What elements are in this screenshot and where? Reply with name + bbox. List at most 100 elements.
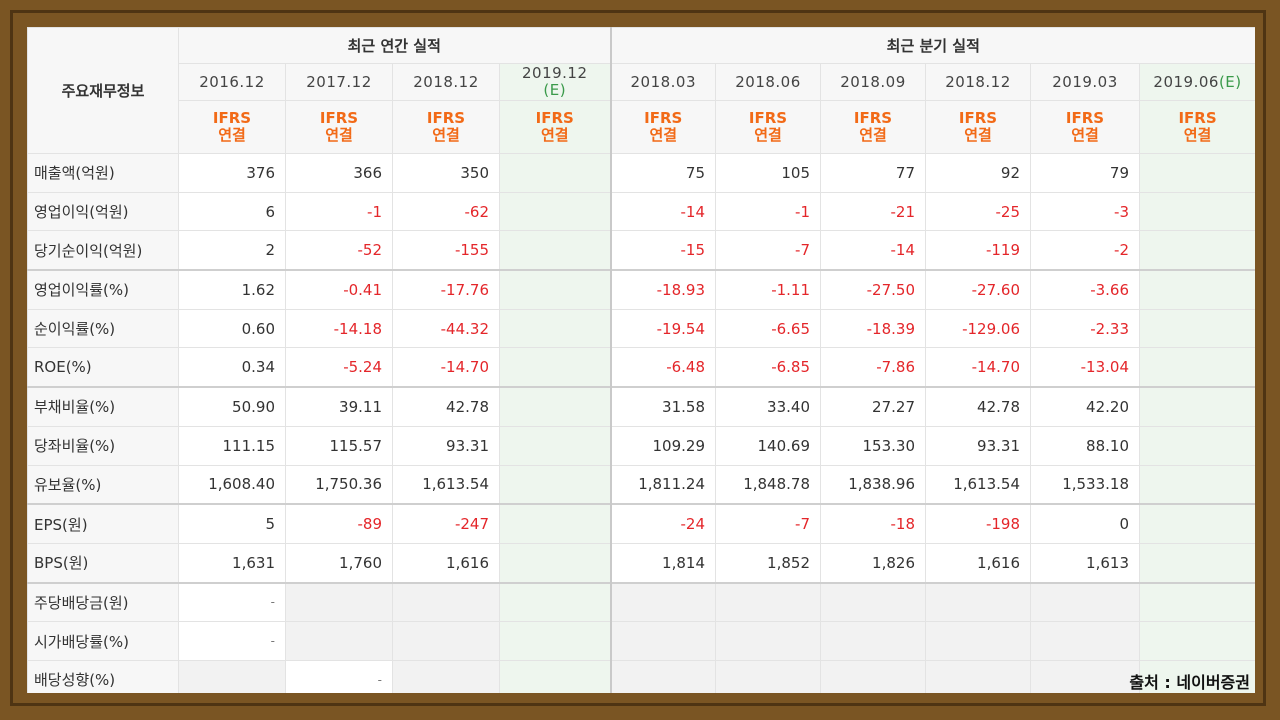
table-cell: -3.66 bbox=[1030, 269, 1140, 310]
ifrs-consolidated-label: IFRS 연결 bbox=[925, 100, 1031, 154]
period-header: 2018.03 bbox=[609, 63, 716, 101]
table-row: 매출액(억원) 376 366 350 75 105 77 92 79 bbox=[27, 153, 1255, 193]
table-cell bbox=[499, 542, 611, 584]
table-cell: -3 bbox=[1030, 191, 1140, 232]
table-cell bbox=[925, 621, 1031, 661]
ifrs-consolidated-label: IFRS 연결 bbox=[392, 100, 500, 154]
table-cell: -247 bbox=[392, 503, 500, 544]
table-cell: 33.40 bbox=[715, 386, 821, 427]
table-cell bbox=[1138, 153, 1255, 193]
table-cell: 0.34 bbox=[178, 347, 286, 388]
table-cell: -14.18 bbox=[285, 308, 393, 349]
consolidated-text: 연결 bbox=[540, 126, 569, 144]
table-cell bbox=[1138, 542, 1255, 584]
ifrs-text: IFRS bbox=[1178, 109, 1217, 127]
table-cell: 1,838.96 bbox=[820, 464, 926, 505]
period-header: 2019.12 (E) bbox=[499, 63, 611, 101]
ifrs-text: IFRS bbox=[958, 109, 998, 127]
row-label: 영업이익률(%) bbox=[27, 269, 179, 310]
table-row: 순이익률(%) 0.60 -14.18 -44.32 -19.54 -6.65 -18.39… bbox=[27, 308, 1255, 349]
period-header: 2019.03 bbox=[1030, 63, 1140, 101]
table-row: 부채비율(%) 50.90 39.11 42.78 31.58 33.40 27.27 42.… bbox=[27, 386, 1255, 427]
table-cell bbox=[499, 347, 611, 388]
table-cell: 1,631 bbox=[178, 542, 286, 584]
table-cell: 93.31 bbox=[392, 425, 500, 466]
table-cell bbox=[1138, 269, 1255, 310]
table-cell: -14.70 bbox=[925, 347, 1031, 388]
table-cell: 1.62 bbox=[178, 269, 286, 310]
table-cell bbox=[1030, 621, 1140, 661]
ifrs-consolidated-label: IFRS 연결 bbox=[1030, 100, 1140, 154]
ifrs-consolidated-label: IFRS 연결 bbox=[609, 100, 716, 154]
table-cell: -7 bbox=[715, 230, 821, 271]
table-cell: 92 bbox=[925, 153, 1031, 193]
table-cell bbox=[820, 659, 926, 693]
quarter-group-header: 최근 분기 실적 bbox=[609, 27, 1255, 64]
table-row: 주당배당금(원) - bbox=[27, 581, 1255, 623]
ifrs-text: IFRS bbox=[644, 109, 683, 127]
table-cell: 42.78 bbox=[392, 386, 500, 427]
table-cell: -1.11 bbox=[715, 269, 821, 310]
table-cell bbox=[1030, 581, 1140, 623]
table-cell: - bbox=[178, 621, 286, 661]
ifrs-text: IFRS bbox=[426, 109, 466, 127]
table-cell: -21 bbox=[820, 191, 926, 232]
row-label: 당기순이익(억원) bbox=[27, 230, 179, 271]
table-cell bbox=[609, 621, 716, 661]
table-cell: - bbox=[285, 659, 393, 693]
table-row: 배당성향(%) - bbox=[27, 659, 1255, 693]
period-date: 2018.09 bbox=[840, 73, 906, 91]
table-cell bbox=[178, 659, 286, 693]
table-cell: -6.48 bbox=[609, 347, 716, 388]
table-cell bbox=[1138, 308, 1255, 349]
table-cell: 75 bbox=[609, 153, 716, 193]
table-cell bbox=[499, 464, 611, 505]
table-cell: -18.93 bbox=[609, 269, 716, 310]
table-row: 시가배당률(%) - bbox=[27, 621, 1255, 661]
period-date: 2019.06 bbox=[1153, 73, 1219, 91]
consolidated-text: 연결 bbox=[754, 126, 782, 144]
table-cell bbox=[392, 581, 500, 623]
row-label: ROE(%) bbox=[27, 347, 179, 388]
table-cell bbox=[499, 191, 611, 232]
period-date: 2019.12 bbox=[521, 64, 588, 82]
table-cell bbox=[499, 386, 611, 427]
row-label: 배당성향(%) bbox=[27, 659, 179, 693]
table-cell: -44.32 bbox=[392, 308, 500, 349]
table-cell bbox=[715, 621, 821, 661]
table-cell: -62 bbox=[392, 191, 500, 232]
table-cell bbox=[715, 581, 821, 623]
table-cell: -5.24 bbox=[285, 347, 393, 388]
consolidated-text: 연결 bbox=[1071, 126, 1099, 144]
table-cell bbox=[285, 581, 393, 623]
table-cell bbox=[1138, 347, 1255, 388]
period-date: 2019.03 bbox=[1052, 73, 1118, 91]
table-cell bbox=[285, 621, 393, 661]
table-cell: -13.04 bbox=[1030, 347, 1140, 388]
period-date: 2018.12 bbox=[945, 73, 1011, 91]
table-cell: 79 bbox=[1030, 153, 1140, 193]
table-cell: -7.86 bbox=[820, 347, 926, 388]
table-cell: 105 bbox=[715, 153, 821, 193]
table-cell: 1,848.78 bbox=[715, 464, 821, 505]
corner-header: 주요재무정보 bbox=[27, 27, 179, 154]
table-cell: -89 bbox=[285, 503, 393, 544]
consolidated-text: 연결 bbox=[432, 126, 460, 144]
table-cell: 39.11 bbox=[285, 386, 393, 427]
table-cell: 50.90 bbox=[178, 386, 286, 427]
table-cell: 1,814 bbox=[609, 542, 716, 584]
table-cell: -27.50 bbox=[820, 269, 926, 310]
table-cell: -6.65 bbox=[715, 308, 821, 349]
table-cell bbox=[1138, 659, 1255, 693]
ifrs-consolidated-label: IFRS 연결 bbox=[499, 100, 611, 154]
table-cell bbox=[1138, 191, 1255, 232]
table-cell: -52 bbox=[285, 230, 393, 271]
table-cell: 1,616 bbox=[392, 542, 500, 584]
row-label: 매출액(억원) bbox=[27, 153, 179, 193]
table-cell: 1,760 bbox=[285, 542, 393, 584]
table-cell: 1,811.24 bbox=[609, 464, 716, 505]
table-cell bbox=[1138, 503, 1255, 544]
table-cell: 5 bbox=[178, 503, 286, 544]
table-cell bbox=[820, 581, 926, 623]
table-cell bbox=[715, 659, 821, 693]
